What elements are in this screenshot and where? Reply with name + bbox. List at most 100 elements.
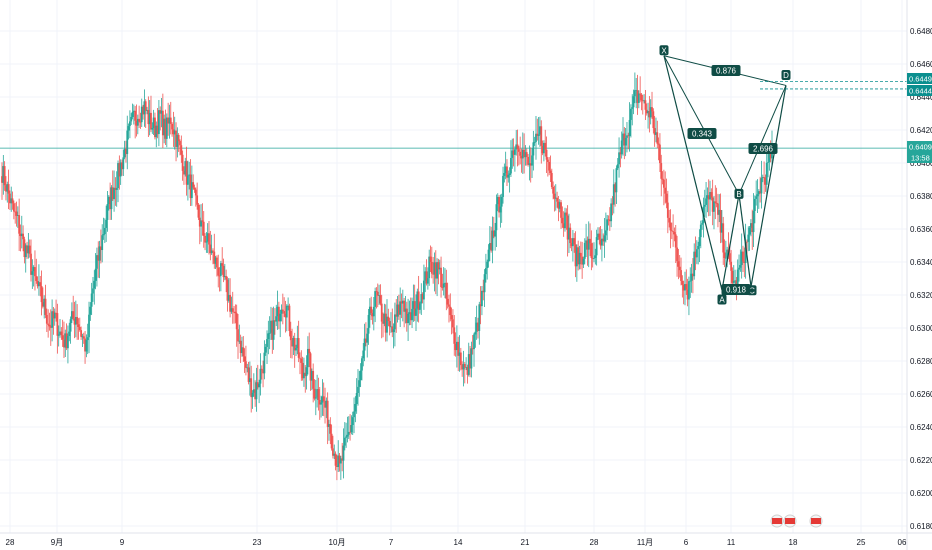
us-flag-stripes-icon	[785, 518, 795, 524]
candle-body	[384, 313, 387, 333]
candle-body	[214, 257, 217, 264]
candle-body	[420, 294, 423, 304]
xabcd-harmonic-pattern[interactable]: X A B C D 0.876 0.343 0.918 2.696	[659, 45, 908, 305]
candle-body	[28, 245, 31, 254]
candle-body	[441, 287, 444, 288]
price-axis[interactable]: 0.64800 0.64600 0.64400 0.64200 0.64000 0.638…	[910, 27, 932, 531]
d-lower-price-tag: 0.64449	[909, 87, 932, 96]
candle-body	[428, 256, 431, 279]
candle-body	[681, 280, 684, 285]
pattern-ratio-badge[interactable]	[687, 128, 717, 139]
candle-body	[97, 255, 100, 261]
pattern-ratio-badge[interactable]	[721, 284, 751, 295]
candle-body	[728, 253, 731, 262]
pattern-ratio-line[interactable]	[663, 55, 740, 195]
candle-body	[231, 308, 234, 312]
candle-body	[77, 324, 80, 328]
candle-body	[561, 217, 564, 224]
candle-body	[579, 252, 582, 257]
candle-body	[539, 126, 541, 135]
pattern-ratio-badge[interactable]	[711, 65, 741, 76]
candle-body	[632, 96, 635, 108]
pattern-point-badge[interactable]	[717, 294, 727, 305]
candle-body	[734, 280, 736, 282]
candle-body	[188, 174, 191, 176]
x-tick-label: 06	[898, 538, 907, 547]
candle-body	[477, 322, 479, 331]
candle-body	[252, 389, 255, 393]
candle-body	[587, 238, 590, 250]
candle-body	[218, 275, 221, 277]
candle-body	[92, 288, 94, 294]
candle-body	[423, 280, 425, 300]
candle-body	[371, 313, 374, 317]
candle-body	[168, 117, 171, 124]
candle-body	[78, 327, 81, 331]
candle-body	[682, 284, 685, 291]
candle-body	[283, 311, 286, 314]
candle-body	[210, 250, 213, 254]
pattern-point-badge[interactable]	[734, 188, 744, 199]
pattern-ratio-label: 0.918	[726, 286, 747, 295]
candle-body	[552, 186, 555, 194]
candle-body	[114, 187, 117, 190]
candle-body	[430, 261, 433, 274]
pattern-ratio-label: 0.343	[692, 130, 713, 139]
candle-body	[513, 149, 516, 155]
candle-body	[260, 368, 263, 370]
candle-body	[254, 389, 257, 400]
candle-body	[668, 217, 671, 223]
candle-body	[20, 233, 23, 237]
candle-body	[370, 306, 373, 314]
candle-body	[412, 301, 415, 309]
pattern-ratio-badge[interactable]	[748, 143, 778, 154]
candle-body	[549, 170, 552, 174]
candle-body	[701, 223, 704, 225]
candle-body	[623, 133, 626, 146]
y-tick-label: 0.62400	[910, 423, 932, 432]
candle-body	[484, 268, 487, 275]
time-axis[interactable]: 28 9月 9 23 10月 7 14 21 28 11月 6 11 18 25 06	[6, 538, 907, 547]
candle-body	[204, 235, 206, 243]
candle-body	[574, 244, 577, 267]
candle-body	[45, 314, 48, 324]
economic-event-markers[interactable]	[770, 514, 823, 528]
candle-body	[339, 458, 342, 464]
candle-body	[59, 331, 61, 335]
y-tick-label: 0.61800	[910, 522, 932, 531]
pattern-leg[interactable]	[663, 55, 723, 291]
candle-body	[390, 326, 392, 328]
candle-body	[183, 170, 185, 175]
us-flag-stripes-icon	[811, 518, 821, 524]
pattern-point-badge[interactable]	[781, 69, 791, 80]
y-tick-label: 0.63200	[910, 291, 932, 300]
candle-body	[467, 354, 470, 375]
candle-body	[361, 358, 363, 371]
candle-body	[591, 257, 594, 259]
pattern-leg[interactable]	[750, 85, 787, 287]
candle-body	[586, 240, 589, 250]
candle-body	[194, 189, 197, 196]
candle-body	[105, 219, 108, 228]
candle-body	[457, 341, 460, 356]
d-upper-price-tag: 0.64493	[909, 75, 932, 84]
pattern-leg[interactable]	[721, 194, 740, 291]
pattern-point-badge[interactable]	[659, 45, 669, 56]
pattern-leg[interactable]	[738, 194, 752, 287]
candle-body	[469, 354, 471, 369]
candle-body	[703, 204, 706, 207]
candle-body	[753, 198, 756, 212]
candle-body	[256, 382, 259, 388]
candle-body	[676, 247, 678, 262]
candle-body	[7, 184, 10, 194]
candle-body	[107, 196, 110, 205]
candle-body	[715, 202, 718, 204]
candle-body	[165, 117, 168, 139]
candle-body	[520, 155, 523, 159]
pattern-ratio-line[interactable]	[738, 85, 787, 195]
candle-body	[669, 222, 672, 231]
candle-body	[661, 178, 664, 180]
candle-body	[277, 306, 280, 322]
candle-body	[432, 273, 435, 275]
candle-body	[325, 400, 328, 408]
